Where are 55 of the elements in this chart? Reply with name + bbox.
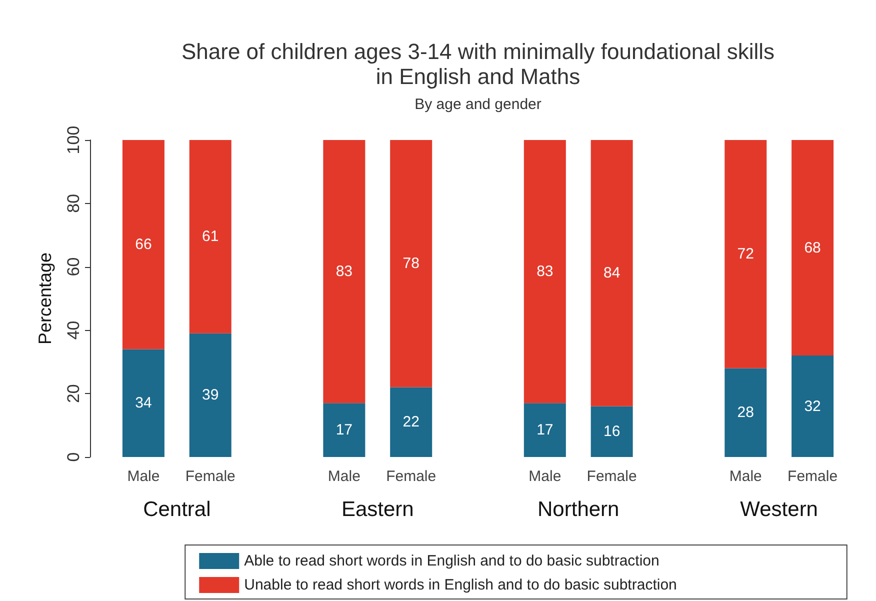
data-label: 17 <box>336 422 353 439</box>
bar <box>724 368 767 457</box>
x-tick-label: Female <box>386 468 436 485</box>
data-label: 66 <box>135 236 152 254</box>
text: Western <box>740 498 818 521</box>
y-tick-label: 40 <box>64 320 83 340</box>
data-label: 83 <box>336 263 353 280</box>
y-tick-label: 20 <box>64 384 83 404</box>
bar <box>122 140 164 350</box>
bar <box>323 140 366 404</box>
bar <box>792 356 834 457</box>
data-label: 68 <box>804 239 821 256</box>
x-tick-label: Male <box>328 468 360 485</box>
data-label: 39 <box>202 386 219 404</box>
data-label: 84 <box>603 264 620 282</box>
bar <box>590 406 633 457</box>
text: Northern <box>538 498 620 521</box>
chart-title: Share of children ages 3-14 with minimally foundational skills in English and Maths <box>181 39 775 89</box>
data-label: 16 <box>603 423 620 440</box>
bar <box>524 140 566 404</box>
bar <box>590 140 633 406</box>
x-tick-label: Male <box>729 468 762 485</box>
data-label: 32 <box>804 398 821 415</box>
y-tick-label: 100 <box>64 126 83 154</box>
bar <box>122 349 164 457</box>
bar <box>390 387 432 457</box>
bar <box>390 140 432 388</box>
bar <box>323 403 366 457</box>
x-tick-label: Female <box>185 468 236 485</box>
x-tick-label: Male <box>127 468 160 485</box>
data-label: 17 <box>536 422 554 439</box>
bar <box>524 403 566 457</box>
data-label: 83 <box>536 263 554 280</box>
text: Central <box>143 498 211 521</box>
bar <box>724 140 767 368</box>
data-label: 78 <box>402 255 420 272</box>
x-tick-label: Male <box>528 468 562 485</box>
y-tick-label: 0 <box>64 452 83 462</box>
legend-label: Able to read short words in English and to do basic subtraction <box>244 552 660 570</box>
bar <box>189 333 232 457</box>
bar <box>792 140 834 356</box>
y-axis-title: Percentage <box>35 252 55 345</box>
x-tick-label: Female <box>586 468 637 485</box>
data-label: 22 <box>402 414 420 431</box>
bar <box>189 140 232 334</box>
data-label: 28 <box>737 404 754 422</box>
x-tick-label: Female <box>788 468 838 485</box>
data-label: 72 <box>737 246 754 263</box>
data-label: 61 <box>202 228 219 246</box>
data-label: 34 <box>135 394 152 412</box>
text: Eastern <box>341 498 414 521</box>
chart-subtitle: By age and gender <box>414 96 542 113</box>
y-tick-label: 60 <box>64 257 83 276</box>
y-tick-label: 80 <box>64 194 83 213</box>
legend-label: Unable to read short words in English and to do basic subtraction <box>244 576 677 594</box>
